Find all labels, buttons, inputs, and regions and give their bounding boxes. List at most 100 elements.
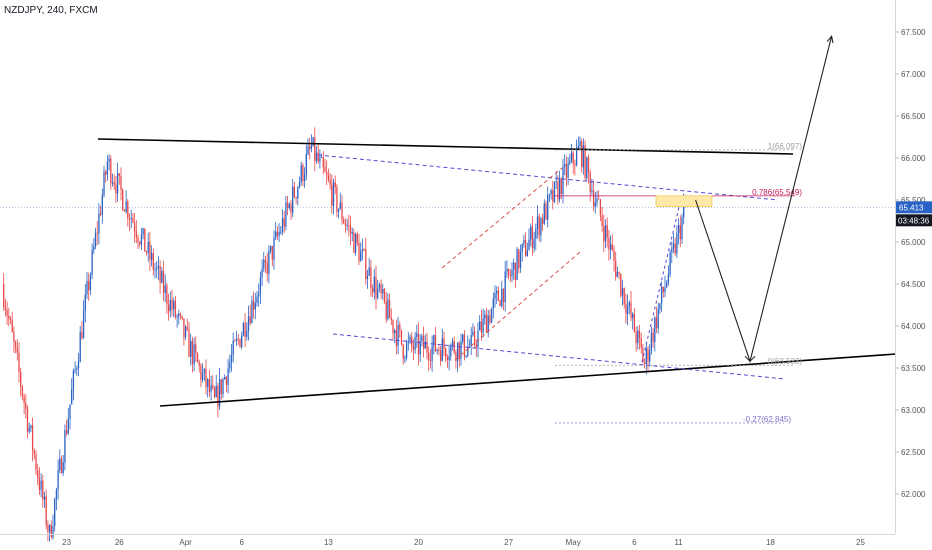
- candle-body: [582, 145, 585, 168]
- candle-body: [252, 300, 255, 310]
- last-price-label: 65.413: [899, 203, 924, 212]
- candle-body: [470, 335, 472, 347]
- candle-body: [616, 272, 619, 277]
- candle-body: [679, 225, 681, 240]
- candle-body: [181, 315, 183, 319]
- candle-body: [409, 336, 411, 341]
- candle-body: [295, 197, 297, 199]
- candle-body: [137, 237, 139, 242]
- candle-body: [254, 302, 256, 310]
- candle-body: [603, 225, 605, 242]
- candle-body: [210, 385, 212, 392]
- candle-body: [584, 145, 586, 179]
- candle-body: [302, 165, 304, 182]
- candle-body: [404, 357, 406, 359]
- candle-body: [191, 340, 194, 365]
- candle-body: [71, 389, 73, 405]
- candle-body: [504, 271, 506, 302]
- candle-body: [453, 341, 455, 353]
- candle-body: [322, 157, 324, 168]
- candle-body: [14, 341, 17, 348]
- candle-body: [667, 274, 670, 283]
- candle-body: [501, 288, 503, 307]
- candle-body: [116, 173, 119, 194]
- candle-body: [509, 275, 511, 277]
- candle-body: [609, 244, 612, 250]
- candle-body: [290, 204, 292, 213]
- candle-body: [242, 323, 245, 336]
- candle-body: [475, 344, 477, 348]
- candle-body: [611, 244, 613, 251]
- candle-body: [125, 201, 127, 212]
- candle-body: [339, 202, 341, 209]
- candle-body: [467, 346, 469, 356]
- candle-body: [482, 318, 484, 333]
- target-zone: [655, 195, 713, 208]
- candle-body: [377, 288, 379, 298]
- candle-body: [446, 357, 449, 361]
- candle-body: [477, 330, 479, 348]
- candle-body: [164, 285, 166, 293]
- rally-line: [641, 202, 681, 363]
- candle-body: [122, 189, 124, 210]
- candle-body: [310, 145, 313, 149]
- candle-body: [157, 266, 160, 269]
- candle-body: [142, 228, 144, 235]
- candle-body: [3, 284, 5, 308]
- candle-body: [89, 275, 92, 291]
- price-tick-label: 63.500: [901, 364, 926, 373]
- candle-body: [659, 303, 661, 309]
- candle-body: [241, 335, 243, 347]
- candle-body: [664, 287, 666, 293]
- candle-body: [516, 249, 518, 280]
- candle-body: [208, 379, 211, 392]
- candle-body: [173, 300, 175, 310]
- candle-body: [581, 141, 583, 168]
- candle-body: [283, 218, 285, 227]
- candle-body: [264, 259, 267, 263]
- candle-body: [422, 335, 425, 349]
- candle-body: [575, 148, 578, 166]
- candle-body: [30, 425, 32, 428]
- candle-body: [111, 182, 114, 184]
- candle-body: [387, 299, 389, 320]
- candle-body: [536, 216, 539, 229]
- candle-body: [455, 352, 457, 362]
- candle-body: [278, 231, 280, 236]
- countdown-label: 03:48:36: [898, 216, 930, 225]
- candle-body: [524, 239, 527, 256]
- candle-body: [402, 344, 404, 359]
- candle-body: [11, 319, 13, 333]
- candle-body: [479, 321, 481, 331]
- candle-body: [113, 182, 115, 186]
- candle-body: [373, 276, 375, 293]
- candle-body: [21, 386, 24, 397]
- candle-body: [489, 315, 491, 323]
- candle-body: [247, 316, 250, 332]
- candle-body: [123, 209, 126, 212]
- candle-body: [59, 458, 61, 471]
- candle-body: [258, 293, 260, 297]
- time-tick-label: Apr: [179, 538, 192, 547]
- candle-body: [343, 219, 345, 224]
- candle-body: [591, 190, 593, 192]
- candle-body: [86, 281, 88, 295]
- candle-body: [649, 350, 651, 362]
- candle-body: [271, 246, 273, 260]
- candle-body: [496, 290, 498, 294]
- candle-body: [139, 241, 141, 245]
- candle-body: [382, 288, 384, 294]
- candle-body: [273, 237, 275, 260]
- candle-body: [195, 344, 197, 354]
- candle-body: [67, 418, 69, 434]
- time-tick-label: 25: [856, 538, 865, 547]
- candle-body: [645, 348, 647, 364]
- candle-body: [281, 218, 284, 232]
- candle-body: [101, 195, 103, 215]
- candle-body: [540, 218, 542, 236]
- candle-body: [553, 181, 556, 202]
- candle-body: [77, 361, 80, 369]
- candle-body: [212, 385, 214, 388]
- candle-body: [285, 202, 287, 227]
